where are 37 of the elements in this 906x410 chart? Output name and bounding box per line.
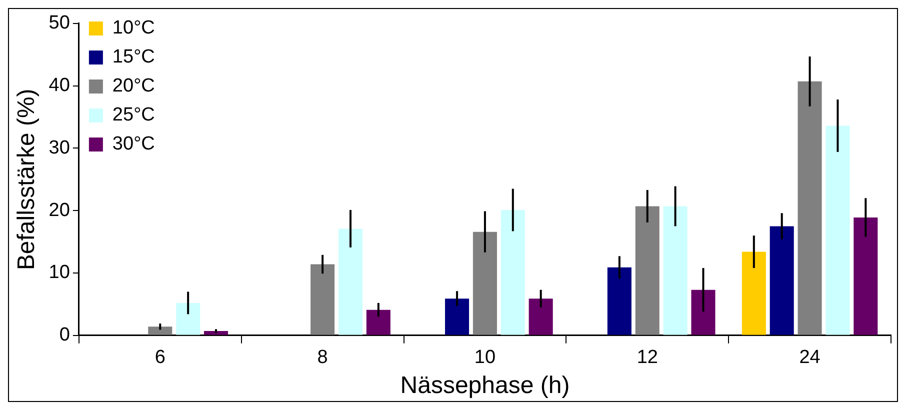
legend-label: 15°C	[112, 46, 155, 68]
x-axis-title: Nässephase (h)	[400, 372, 570, 400]
y-tick-label: 10	[48, 262, 70, 284]
x-tick-label: 12	[636, 347, 658, 368]
x-tick-label: 24	[799, 347, 821, 368]
y-tick-label: 40	[48, 75, 70, 96]
bar	[366, 310, 390, 335]
bar	[691, 290, 716, 335]
bar	[338, 228, 362, 335]
legend-label: 30°C	[112, 134, 155, 155]
bar	[310, 264, 335, 335]
bar	[528, 298, 553, 335]
bar	[472, 232, 497, 335]
bar	[798, 81, 822, 335]
bar	[770, 226, 794, 335]
y-axis-title: Befallsstärke (%)	[13, 88, 40, 270]
x-tick-label: 10	[474, 347, 496, 368]
y-tick-label: 50	[48, 12, 70, 34]
legend-label: 10°C	[112, 18, 155, 39]
bar	[607, 267, 632, 335]
legend-label: 25°C	[112, 104, 155, 126]
bar	[176, 302, 200, 335]
bar	[826, 126, 850, 335]
bar	[148, 326, 172, 335]
legend-label: 20°C	[112, 76, 155, 97]
y-tick-label: 20	[48, 200, 70, 221]
x-tick-label: 6	[154, 347, 166, 368]
x-tick-label: 8	[317, 347, 328, 368]
bar	[635, 206, 660, 335]
bar	[854, 217, 878, 335]
y-tick-label: 0	[59, 324, 70, 346]
bar	[742, 252, 766, 335]
bar	[204, 331, 228, 335]
y-tick-label: 30	[48, 137, 70, 158]
bar	[663, 206, 688, 335]
bar	[445, 298, 470, 335]
bar	[500, 210, 525, 335]
